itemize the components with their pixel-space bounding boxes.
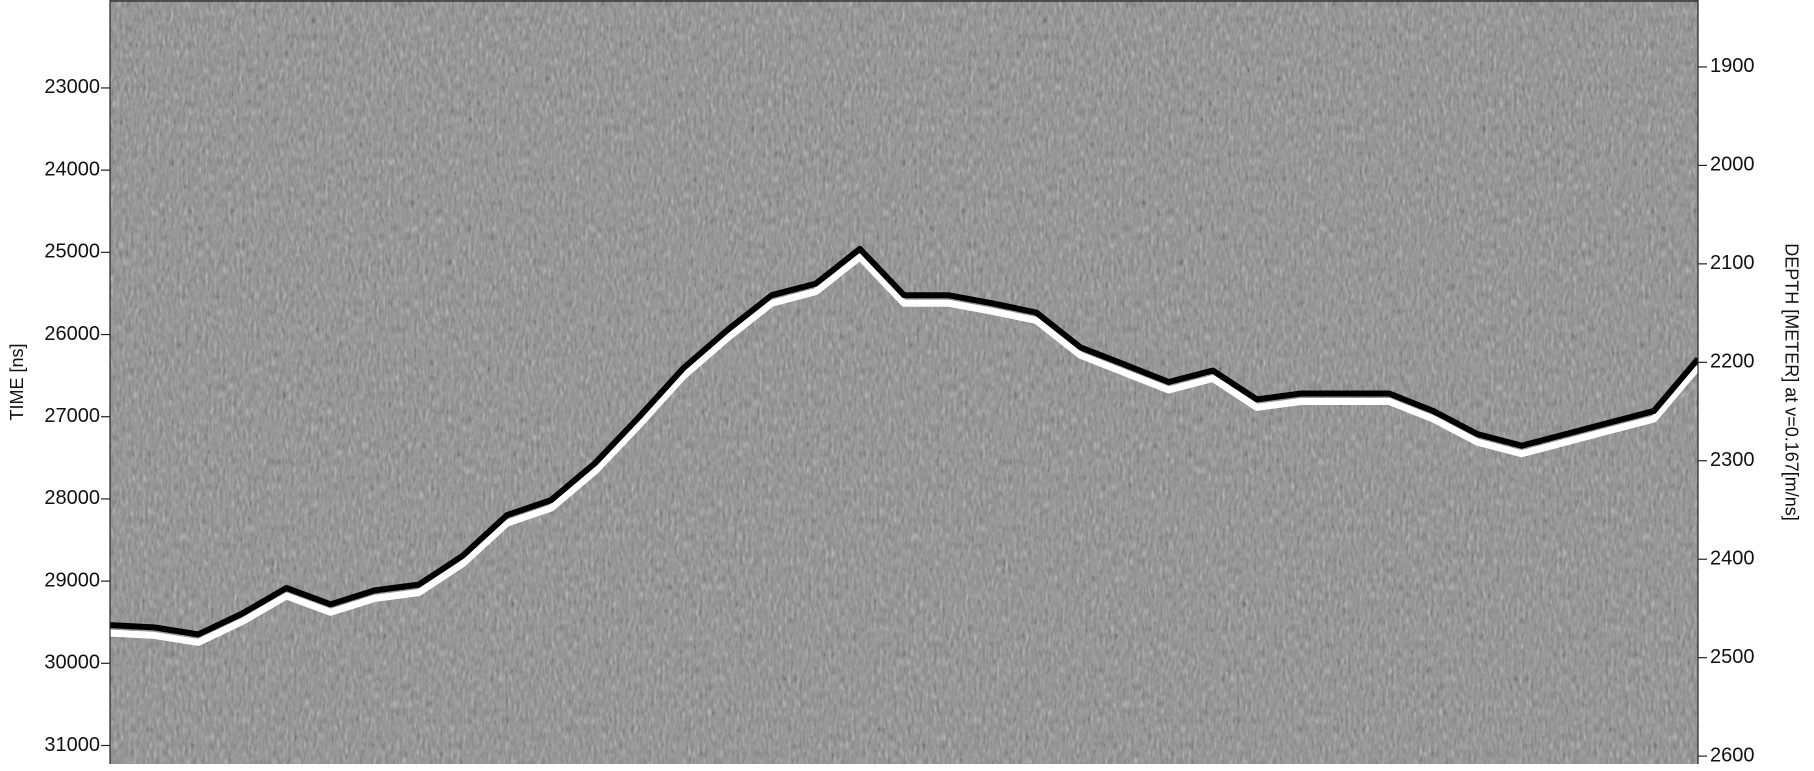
reflector-shadow (110, 253, 1698, 646)
y-tick-label: 23000 (44, 76, 100, 98)
y-tick-label: 30000 (44, 652, 100, 674)
plot-area (110, 245, 1698, 646)
y-tick-label: 25000 (44, 241, 100, 263)
y2-tick-label: 2400 (1710, 547, 1755, 569)
y2-tick-label: 2500 (1710, 646, 1755, 668)
y-tick-label: 24000 (44, 158, 100, 180)
noise-texture (110, 0, 1698, 764)
y-axis-label: TIME [ns] (7, 343, 27, 420)
y-tick-label: 26000 (44, 323, 100, 345)
y2-tick-label: 2600 (1710, 744, 1755, 766)
y2-tick-label: 1900 (1710, 55, 1755, 77)
y2-tick-label: 2200 (1710, 351, 1755, 373)
y2-tick-label: 2000 (1710, 154, 1755, 176)
y-tick-label: 29000 (44, 569, 100, 591)
y2-tick-label: 2100 (1710, 252, 1755, 274)
y-tick-label: 28000 (44, 487, 100, 509)
reflector (110, 245, 1698, 638)
y2-axis-label: DEPTH [METER] at v=0.167[m/ns] (1781, 243, 1801, 521)
y-tick-label: 31000 (44, 734, 100, 756)
y-tick-label: 27000 (44, 405, 100, 427)
y2-tick-label: 2300 (1710, 449, 1755, 471)
